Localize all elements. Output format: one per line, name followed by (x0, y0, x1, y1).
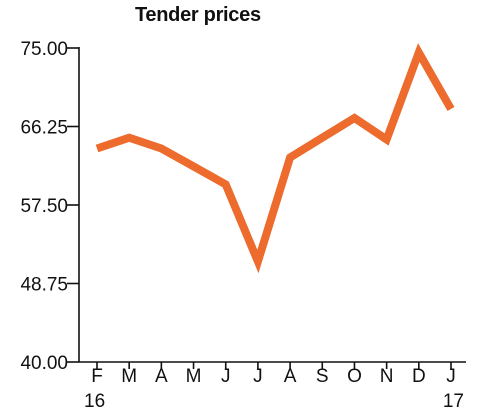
year-label-start: 16 (84, 391, 105, 412)
x-tick-label: D (412, 366, 426, 387)
x-tick-label: J (221, 366, 231, 387)
y-tick-label: 48.75 (20, 275, 68, 296)
x-tick-label: N (380, 366, 394, 387)
chart-title: Tender prices (135, 4, 261, 26)
x-tick-label: O (347, 366, 362, 387)
y-tick-label: 75.00 (20, 39, 68, 60)
x-tick-label: M (186, 366, 202, 387)
x-tick-label: J (446, 366, 456, 387)
y-tick-label: 57.50 (20, 196, 68, 217)
x-tick-label: A (284, 366, 297, 387)
x-tick-label: M (121, 366, 137, 387)
series-line (95, 43, 455, 274)
x-tick-label: J (253, 366, 263, 387)
year-label-end: 17 (443, 391, 464, 412)
y-tick-label: 66.25 (20, 118, 68, 139)
x-tick-label: S (316, 366, 329, 387)
y-tick-label: 40.00 (20, 353, 68, 374)
x-tick-label: A (155, 366, 168, 387)
x-tick-label: F (91, 366, 103, 387)
